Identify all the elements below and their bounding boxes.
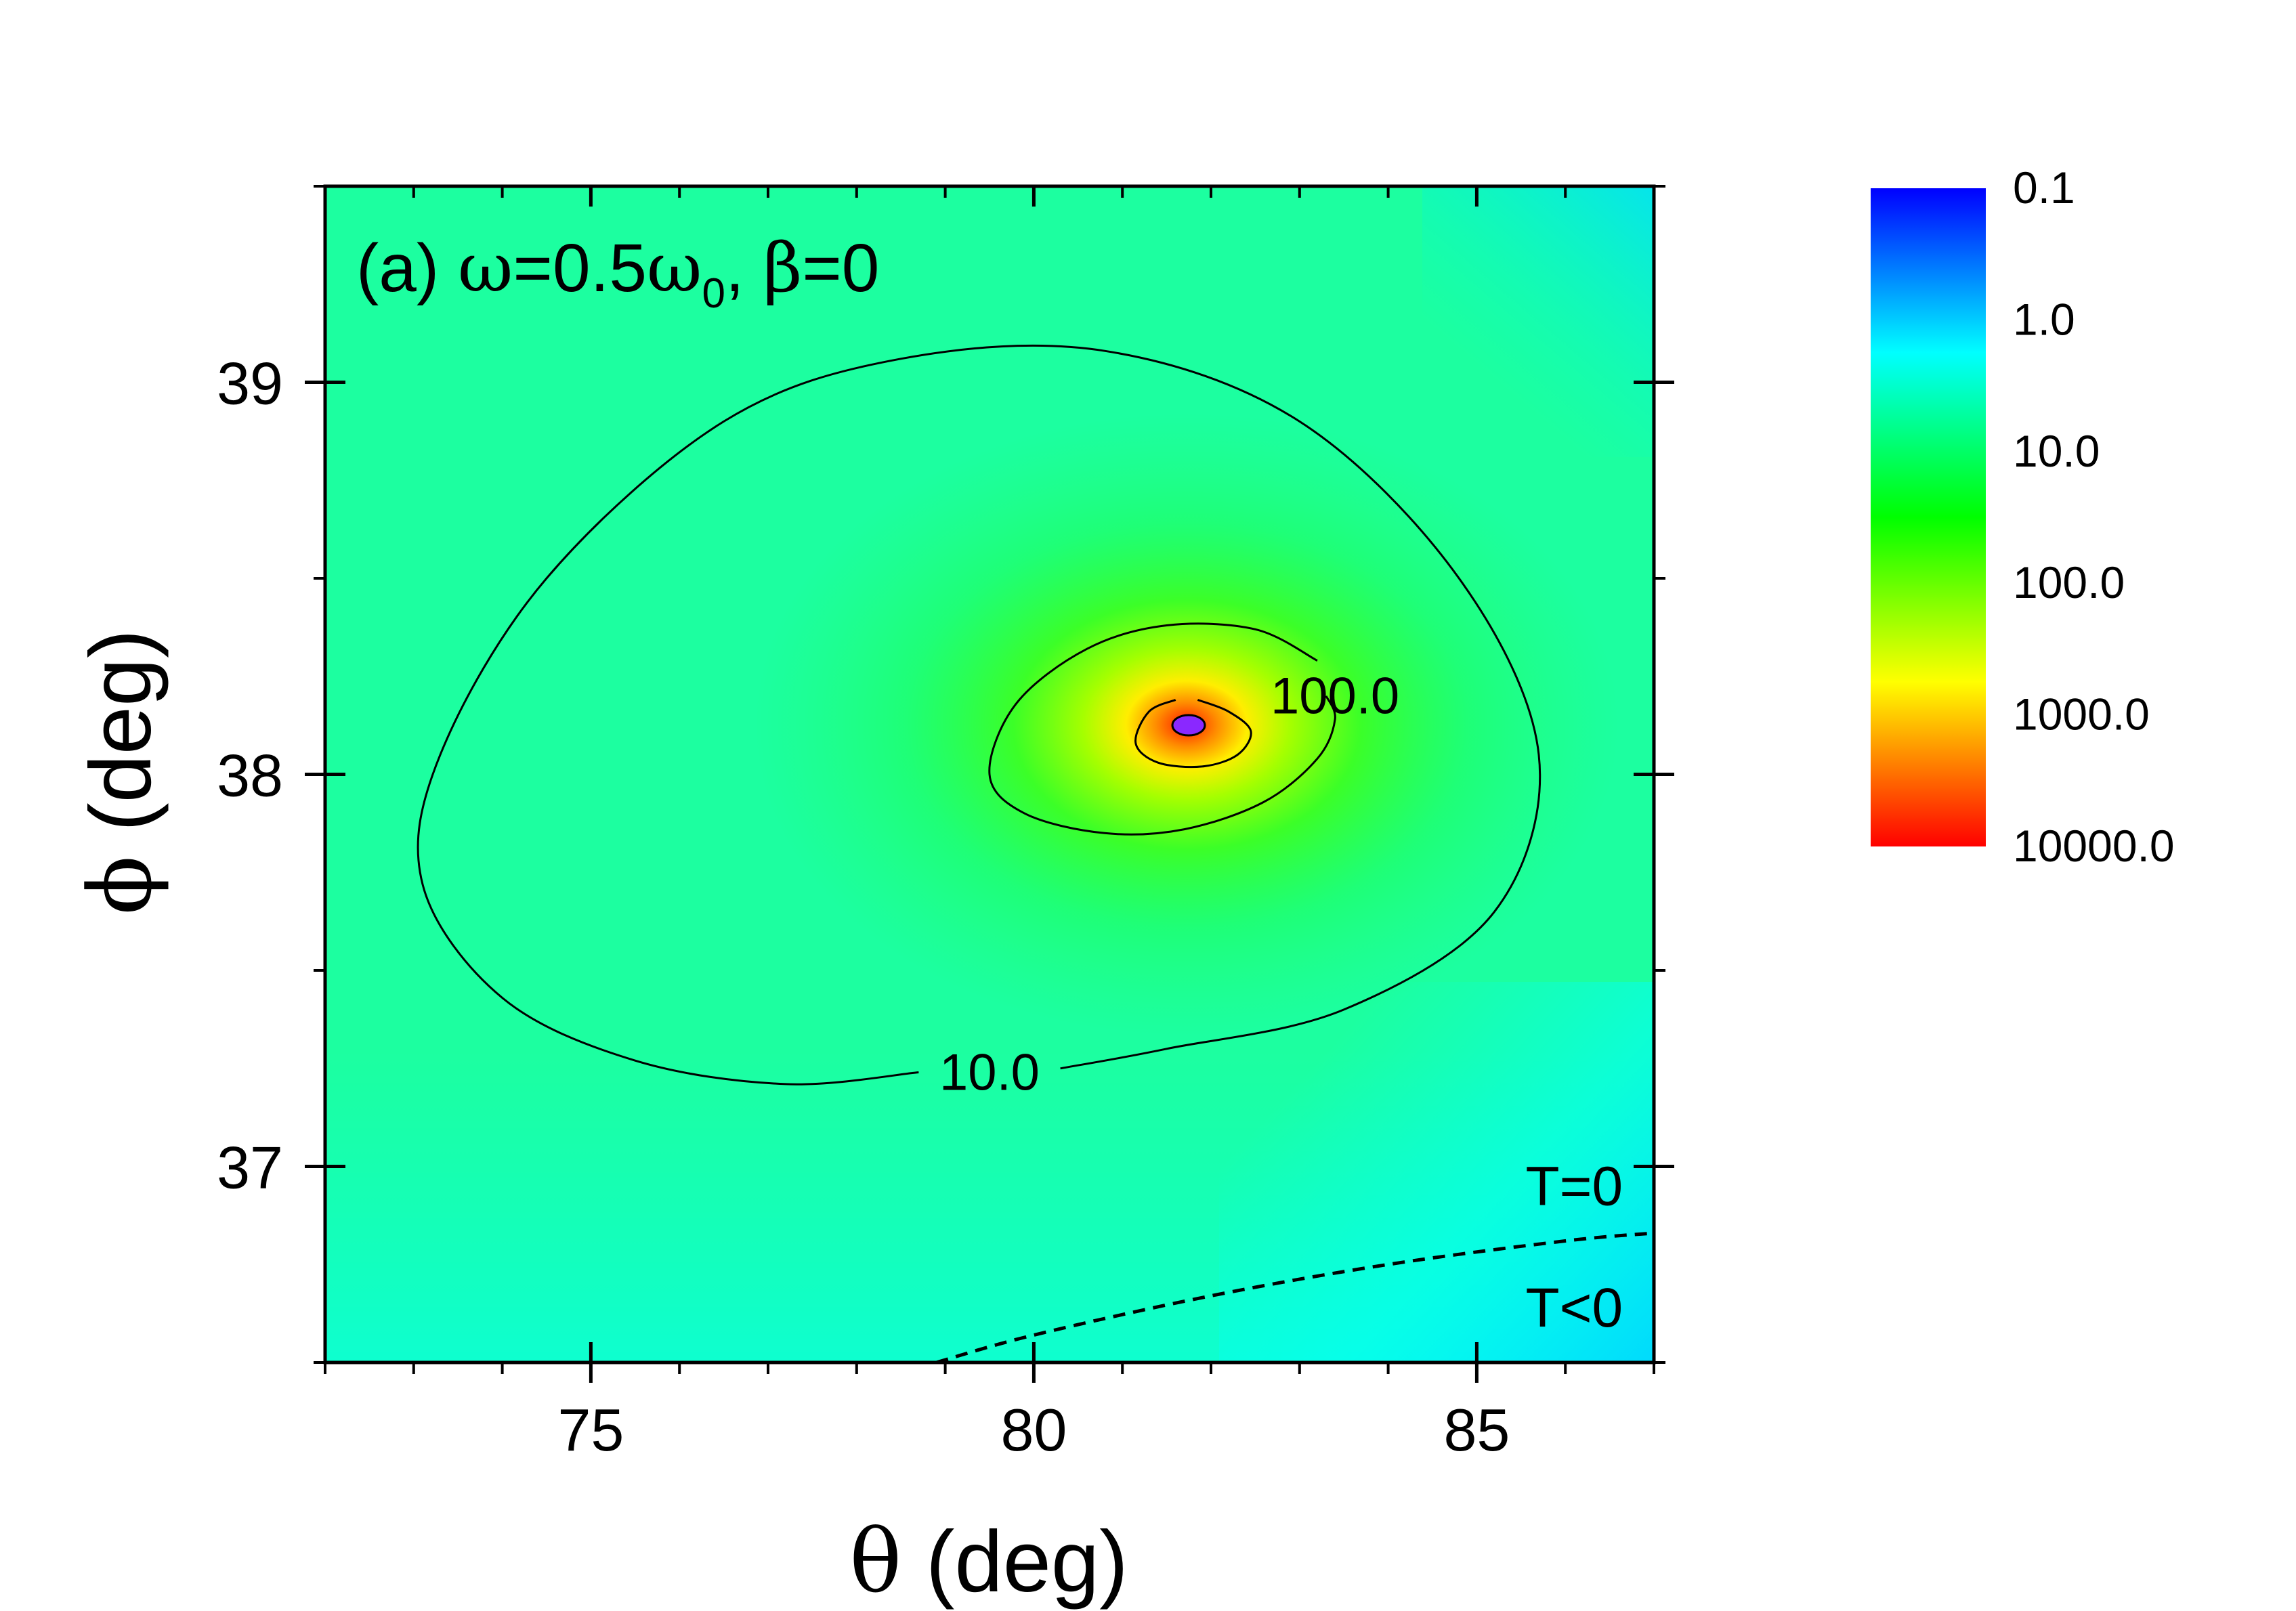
colorbar-tick-label: 100.0 — [2013, 557, 2125, 607]
y-tick-label: 39 — [217, 350, 283, 417]
x-tick-label: 75 — [557, 1396, 624, 1463]
plot-area: 10.0 100.0 T=0 T<0 75 80 85 37 38 39 — [217, 184, 1674, 1463]
contour-lines — [417, 344, 1542, 1086]
colorbar-tick-label: 0.1 — [2013, 163, 2075, 213]
y-axis-symbol: ϕ — [70, 856, 171, 915]
panel-label-prefix: (a) — [356, 230, 458, 306]
y-axis-ticks: 37 38 39 — [217, 185, 1674, 1364]
colorbar-tick-label: 10000.0 — [2013, 821, 2175, 871]
contour-line-10 — [417, 344, 1542, 1086]
colorbar-tick-label: 10.0 — [2013, 426, 2100, 476]
panel-label-value: =0.5 — [513, 230, 647, 306]
panel-label-beta: β — [763, 228, 803, 307]
contour-line-100 — [988, 622, 1336, 836]
x-tick-label: 85 — [1443, 1396, 1510, 1463]
panel-label: (a) ω=0.5ω0, β=0 — [356, 228, 879, 317]
region-label-t-equals-zero: T=0 — [1526, 1155, 1623, 1217]
colorbar-tick-label: 1.0 — [2013, 294, 2075, 344]
panel-label-separator: , — [725, 230, 763, 306]
y-axis-title: ϕ (deg) — [70, 629, 171, 915]
y-axis-label: (deg) — [72, 629, 169, 855]
x-axis-ticks: 75 80 85 — [324, 186, 1655, 1463]
colorbar-bar — [1871, 188, 1986, 846]
contour-labels: 10.0 100.0 — [939, 668, 1399, 1102]
x-axis-title: θ (deg) — [849, 1511, 1128, 1611]
contour-label-10: 10.0 — [939, 1044, 1040, 1102]
heatmap-peak-core — [1171, 714, 1206, 737]
colorbar: 0.1 1.0 10.0 100.0 1000.0 10000.0 — [1871, 163, 2175, 871]
x-axis-symbol: θ — [849, 1511, 901, 1611]
colorbar-tick-label: 1000.0 — [2013, 689, 2150, 739]
panel-label-omega: ω — [458, 228, 513, 307]
y-tick-label: 37 — [217, 1134, 283, 1201]
x-axis-label: (deg) — [901, 1513, 1128, 1610]
region-labels: T=0 T<0 — [1526, 1155, 1623, 1339]
colorbar-tick-labels: 0.1 1.0 10.0 100.0 1000.0 10000.0 — [2013, 163, 2175, 871]
panel-label-omega0: ω — [647, 228, 702, 307]
heatmap-topright-shading — [1422, 186, 1654, 457]
y-tick-label: 38 — [217, 742, 283, 809]
x-tick-label: 80 — [1000, 1396, 1067, 1463]
contour-line-1000 — [1134, 699, 1252, 769]
contour-label-100: 100.0 — [1271, 668, 1399, 725]
panel-label-omega0-subscript: 0 — [702, 270, 725, 317]
panel-label-beta-value: =0 — [802, 230, 879, 306]
region-label-t-less-than-zero: T<0 — [1526, 1277, 1623, 1339]
t-zero-boundary-line — [935, 1231, 1654, 1362]
